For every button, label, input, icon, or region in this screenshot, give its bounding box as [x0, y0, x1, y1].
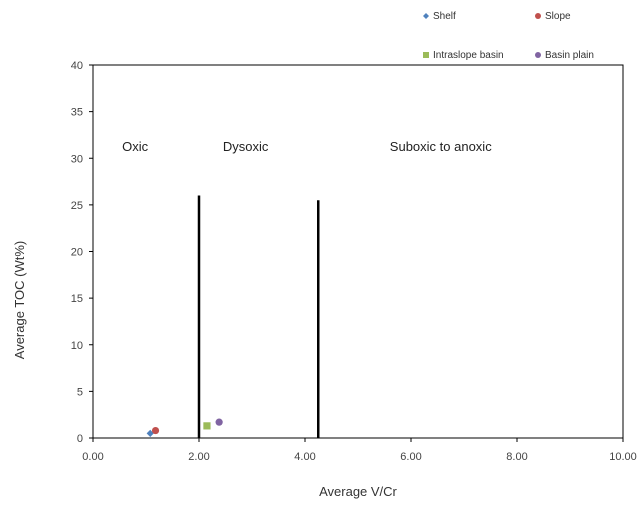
y-tick-label: 25	[71, 200, 83, 212]
y-axis-title: Average TOC (Wt%)	[12, 241, 27, 359]
x-tick-label: 6.00	[400, 451, 421, 463]
plot-area-frame	[92, 64, 624, 439]
legend: Shelf Slope Intraslope basin Basin plain	[423, 11, 594, 61]
legend-marker	[535, 13, 541, 19]
data-points	[146, 418, 223, 437]
legend-label: Basin plain	[545, 50, 594, 61]
data-point	[215, 418, 223, 426]
y-tick-label: 30	[71, 153, 83, 165]
y-tick-label: 10	[71, 340, 83, 352]
data-point	[151, 426, 160, 435]
y-tick-label: 20	[71, 247, 83, 259]
y-tick-label: 35	[71, 107, 83, 119]
zone-labels: Oxic Dysoxic Suboxic to anoxic	[122, 139, 492, 154]
legend-marker	[535, 52, 541, 58]
y-tick-label: 5	[77, 386, 83, 398]
legend-marker	[423, 13, 429, 19]
x-tick-label: 2.00	[188, 451, 209, 463]
legend-label: Intraslope basin	[433, 50, 504, 61]
zone-label: Suboxic to anoxic	[390, 139, 492, 154]
x-tick-label: 10.00	[609, 451, 637, 463]
data-point	[203, 422, 211, 430]
x-axis-title: Average V/Cr	[319, 484, 397, 499]
threshold-lines	[197, 195, 320, 438]
x-axis-ticks: 0.00 2.00 4.00 6.00 8.00 10.00	[82, 438, 637, 463]
x-tick-label: 4.00	[294, 451, 315, 463]
legend-label: Slope	[545, 11, 571, 22]
y-tick-label: 40	[71, 60, 83, 72]
x-tick-label: 0.00	[82, 451, 103, 463]
legend-marker	[423, 52, 429, 58]
y-tick-label: 0	[77, 433, 83, 445]
y-tick-label: 15	[71, 293, 83, 305]
data-point	[146, 429, 154, 437]
x-tick-label: 8.00	[506, 451, 527, 463]
zone-label: Oxic	[122, 139, 148, 154]
zone-label: Dysoxic	[223, 139, 269, 154]
y-axis-ticks: 0 5 10 15 20 25 30 35 40	[71, 60, 93, 445]
legend-label: Shelf	[433, 11, 456, 22]
